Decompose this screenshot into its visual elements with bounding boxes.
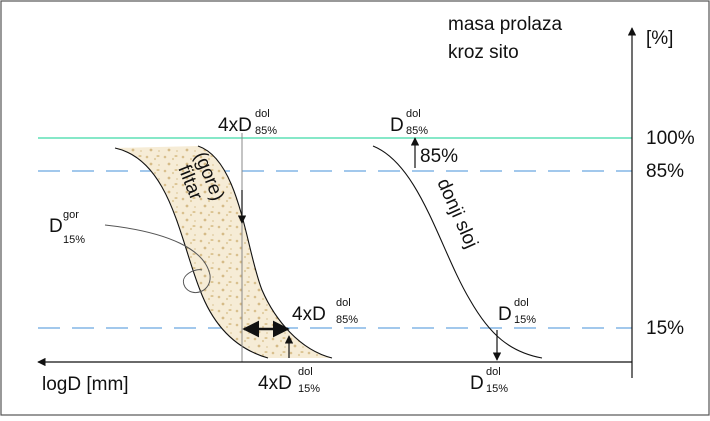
- svg-text:4xD: 4xD: [258, 373, 292, 394]
- filter-curve-right: [197, 145, 333, 359]
- y-axis-unit: [%]: [646, 28, 673, 49]
- label-d-gor15: D gor 15%: [49, 209, 85, 246]
- leader-d-gor15: [104, 224, 211, 294]
- svg-text:dol: dol: [255, 108, 270, 120]
- level-label-15: 15%: [646, 318, 684, 339]
- level-label-85: 85%: [646, 161, 684, 182]
- filter-band: [115, 146, 332, 358]
- base-layer-label-text: donji sloj: [432, 175, 481, 251]
- y-axis-title-line1: masa prolaza: [448, 14, 562, 35]
- svg-text:dol: dol: [298, 366, 313, 378]
- svg-text:D: D: [49, 216, 63, 237]
- svg-text:D: D: [390, 115, 404, 136]
- svg-text:D: D: [498, 304, 512, 325]
- level-label-100: 100%: [646, 128, 695, 149]
- label-4xd-dol85-mid: 4xD dol 85%: [292, 297, 358, 326]
- svg-text:15%: 15%: [63, 234, 85, 246]
- svg-text:gor: gor: [63, 209, 79, 221]
- label-d-dol15-bottom: D dol 15%: [470, 366, 508, 395]
- svg-text:dol: dol: [336, 297, 351, 309]
- svg-text:dol: dol: [486, 366, 501, 378]
- svg-text:85%: 85%: [406, 125, 428, 137]
- label-4xd-dol15-bottom: 4xD dol 15%: [258, 366, 320, 395]
- svg-text:85%: 85%: [336, 314, 358, 326]
- base-layer-curve: [372, 145, 543, 359]
- filter-curve-left: [114, 147, 269, 359]
- svg-text:dol: dol: [406, 108, 421, 120]
- label-4xd-dol85-top: 4xD dol 85%: [218, 108, 277, 137]
- svg-text:dol: dol: [514, 297, 529, 309]
- svg-text:15%: 15%: [514, 314, 536, 326]
- svg-text:15%: 15%: [298, 383, 320, 395]
- label-d-dol85-top: D dol 85%: [390, 108, 428, 137]
- svg-text:85%: 85%: [255, 125, 277, 137]
- svg-text:15%: 15%: [486, 383, 508, 395]
- base-layer-label: donji sloj: [432, 175, 481, 251]
- x-axis-title: logD [mm]: [42, 374, 129, 395]
- y-axis-title-line2: kroz sito: [448, 42, 519, 63]
- svg-text:4xD: 4xD: [292, 304, 326, 325]
- label-d-dol85-pct: 85%: [420, 146, 458, 167]
- svg-text:4xD: 4xD: [218, 115, 252, 136]
- svg-text:D: D: [470, 373, 484, 394]
- label-d-dol15-mid: D dol 15%: [498, 297, 536, 326]
